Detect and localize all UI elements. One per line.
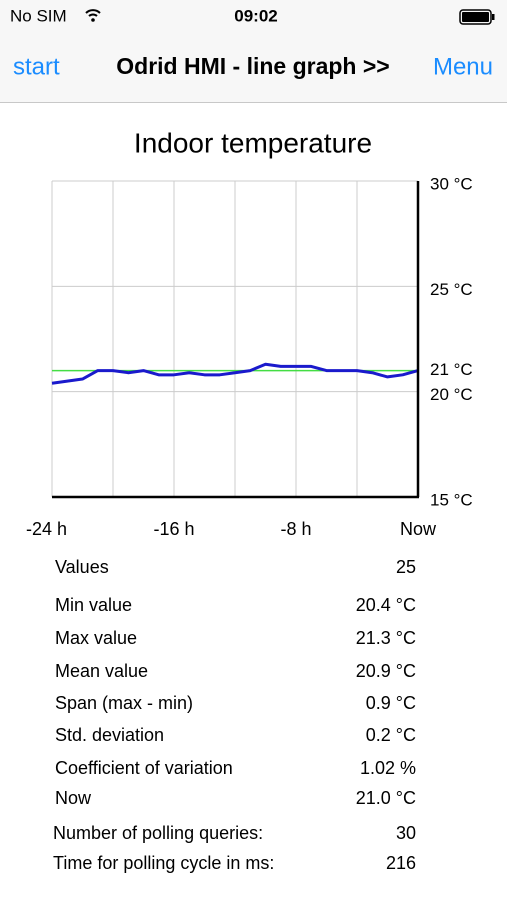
plot: 15 °C 20 °C 25 °C 30 °C -24 h -16 h -8 h Now 21 … bbox=[26, 174, 473, 538]
stat-label: Span (max - min) bbox=[55, 693, 193, 713]
battery bbox=[459, 9, 492, 25]
battery-tip bbox=[492, 14, 495, 20]
stat-value: 30 bbox=[396, 823, 416, 843]
stat-label: Time for polling cycle in ms: bbox=[53, 853, 274, 873]
stat-value: 21.3 °C bbox=[356, 628, 416, 648]
stat-value: 216 bbox=[386, 853, 416, 873]
x-tick-label: Now bbox=[400, 519, 437, 539]
stat-label: Min value bbox=[55, 595, 132, 615]
y-tick-label: 25 °C bbox=[430, 280, 473, 299]
battery-level bbox=[462, 12, 489, 22]
carrier: No SIM bbox=[10, 6, 67, 25]
stat-value: 20.4 °C bbox=[356, 595, 416, 615]
y-tick-label: 30 °C bbox=[430, 174, 473, 193]
stat-label: Values bbox=[55, 557, 109, 577]
nav-title: Odrid HMI - line graph >> bbox=[116, 53, 389, 79]
data-line bbox=[51, 362, 419, 385]
stats-list: Values 25 Min value 20.4 °C Max value 21.3 °C… bbox=[53, 557, 416, 873]
x-tick-label: -8 h bbox=[280, 519, 311, 539]
stat-label: Now bbox=[55, 788, 92, 808]
top-bar bbox=[0, 0, 507, 102]
stat-label: Coefficient of variation bbox=[55, 758, 233, 778]
wifi-icon bbox=[85, 9, 101, 17]
stat-value: 20.9 °C bbox=[356, 661, 416, 681]
stat-value: 0.2 °C bbox=[366, 725, 416, 745]
y-tick-label: 15 °C bbox=[430, 490, 473, 509]
y-tick-label: 20 °C bbox=[430, 385, 473, 404]
reference-label: 21 °C bbox=[430, 360, 473, 379]
wifi-dot bbox=[91, 18, 95, 22]
stat-label: Max value bbox=[55, 628, 137, 648]
stat-label: Number of polling queries: bbox=[53, 823, 263, 843]
chart-title: Indoor temperature bbox=[134, 127, 372, 158]
stat-value: 1.02 % bbox=[360, 758, 416, 778]
menu-button[interactable]: Menu bbox=[433, 53, 493, 80]
x-tick-label: -16 h bbox=[153, 519, 194, 539]
stat-value: 21.0 °C bbox=[356, 788, 416, 808]
clock: 09:02 bbox=[234, 6, 277, 25]
stat-value: 0.9 °C bbox=[366, 693, 416, 713]
back-button[interactable]: start bbox=[13, 53, 60, 80]
stat-value: 25 bbox=[396, 557, 416, 577]
x-tick-label: -24 h bbox=[26, 519, 67, 539]
stat-label: Std. deviation bbox=[55, 725, 164, 745]
stat-label: Mean value bbox=[55, 661, 148, 681]
